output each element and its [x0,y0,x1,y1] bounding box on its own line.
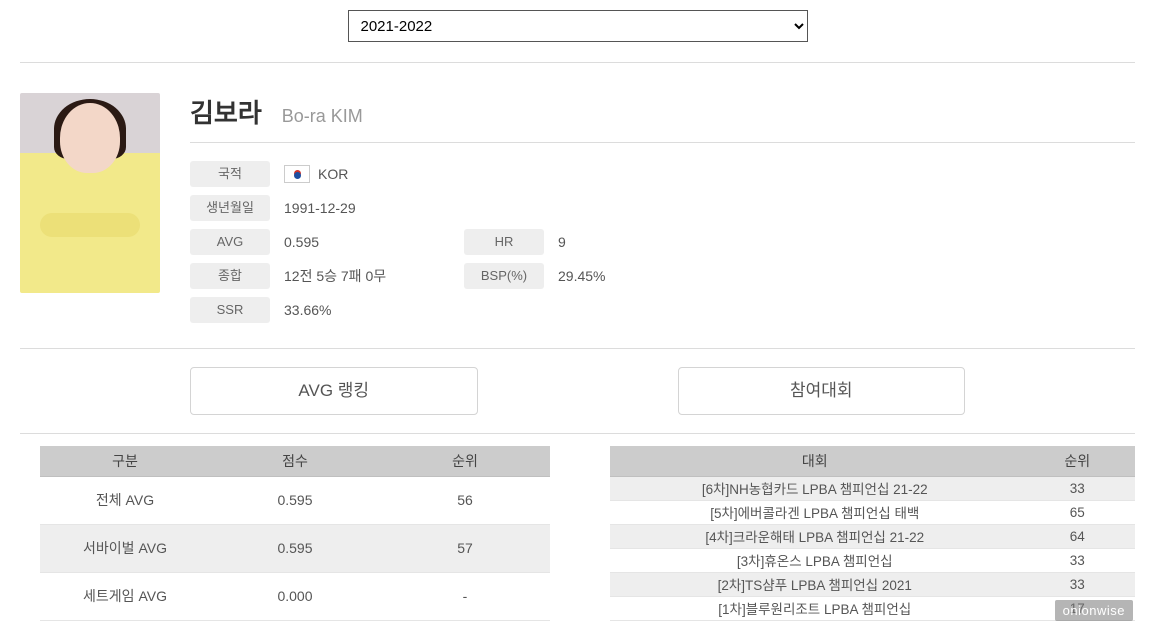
table-row: [5차]에버콜라겐 LPBA 챔피언십 태백65 [610,500,1135,524]
tour-cell-rank: 33 [1020,572,1136,596]
table-row: 서바이벌 AVG0.59557 [40,524,550,572]
tab-avg-ranking[interactable]: AVG 랭킹 [190,367,478,415]
table-row: [2차]TS샴푸 LPBA 챔피언십 202133 [610,572,1135,596]
avg-cell-category: 세트게임 AVG [40,572,210,620]
flag-kor-icon [284,165,310,183]
label-nationality: 국적 [190,161,270,187]
watermark: onionwise [1055,600,1133,621]
tour-cell-rank: 64 [1020,524,1136,548]
avg-cell-score: 0.000 [210,572,380,620]
tour-th-rank: 순위 [1020,446,1136,476]
tournaments-table: 대회 순위 [6차]NH농협카드 LPBA 챔피언십 21-2233[5차]에버… [610,446,1135,621]
label-bsp: BSP(%) [464,263,544,289]
tour-cell-name: [2차]TS샴푸 LPBA 챔피언십 2021 [610,572,1020,596]
tour-cell-name: [4차]크라운해태 LPBA 챔피언십 21-22 [610,524,1020,548]
value-birthdate: 1991-12-29 [284,200,424,216]
tour-cell-name: [5차]에버콜라겐 LPBA 챔피언십 태백 [610,500,1020,524]
tour-cell-rank: 33 [1020,476,1136,500]
avg-cell-score: 0.595 [210,476,380,524]
avg-cell-category: 서바이벌 AVG [40,524,210,572]
avg-th-category: 구분 [40,446,210,476]
value-bsp: 29.45% [558,268,698,284]
value-avg: 0.595 [284,234,424,250]
player-name-kr: 김보라 [190,93,262,130]
avg-th-rank: 순위 [380,446,550,476]
season-select[interactable]: 2021-2022 [348,10,808,42]
label-ssr: SSR [190,297,270,323]
avg-cell-score: 0.595 [210,524,380,572]
label-hr: HR [464,229,544,255]
label-record: 종합 [190,263,270,289]
tour-cell-rank: 65 [1020,500,1136,524]
avg-cell-rank: - [380,572,550,620]
table-row: [4차]크라운해태 LPBA 챔피언십 21-2264 [610,524,1135,548]
label-avg: AVG [190,229,270,255]
table-row: 전체 AVG0.59556 [40,476,550,524]
avg-cell-rank: 57 [380,524,550,572]
tour-cell-name: [6차]NH농협카드 LPBA 챔피언십 21-22 [610,476,1020,500]
name-row: 김보라 Bo-ra KIM [190,93,1135,143]
profile-section: 김보라 Bo-ra KIM 국적 KOR 생년월일 1991-12-29 [20,63,1135,348]
avg-cell-rank: 56 [380,476,550,524]
table-row: [6차]NH농협카드 LPBA 챔피언십 21-2233 [610,476,1135,500]
avg-th-score: 점수 [210,446,380,476]
tour-cell-name: [1차]블루원리조트 LPBA 챔피언십 [610,596,1020,620]
value-record: 12전 5승 7패 0무 [284,266,424,286]
tour-cell-name: [3차]휴온스 LPBA 챔피언십 [610,548,1020,572]
player-photo [20,93,160,293]
tab-tournaments[interactable]: 참여대회 [678,367,966,415]
value-ssr: 33.66% [284,302,424,318]
tour-cell-rank: 33 [1020,548,1136,572]
table-row: [3차]휴온스 LPBA 챔피언십33 [610,548,1135,572]
label-birthdate: 생년월일 [190,195,270,221]
value-hr: 9 [558,234,698,250]
tour-th-name: 대회 [610,446,1020,476]
avg-ranking-table: 구분 점수 순위 전체 AVG0.59556서바이벌 AVG0.59557세트게… [40,446,550,621]
value-nationality: KOR [318,166,348,182]
table-row: 세트게임 AVG0.000- [40,572,550,620]
avg-cell-category: 전체 AVG [40,476,210,524]
player-name-en: Bo-ra KIM [282,106,363,127]
